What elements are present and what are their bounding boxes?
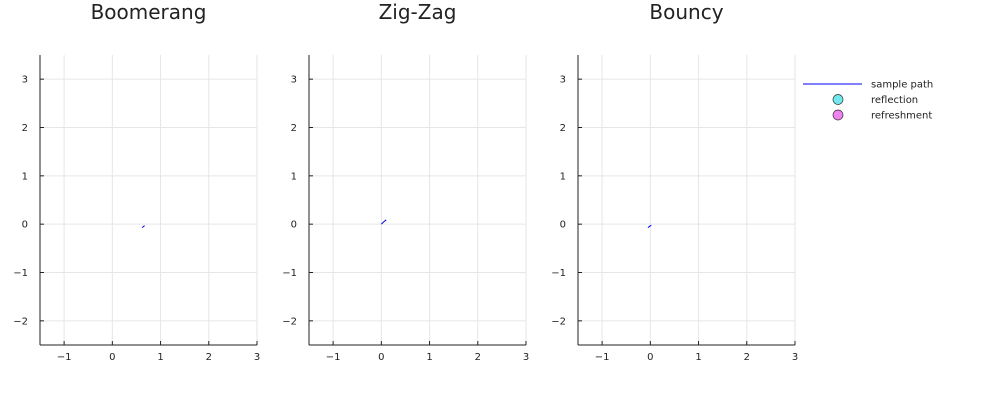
- x-tick-label: −1: [595, 352, 610, 363]
- panel-zig-zag: Zig-Zag −1 0 1 2 3 −2 −1 0 1 2 3: [282, 0, 529, 363]
- y-tick-label: −2: [282, 316, 297, 327]
- panels: Boomerang −1 0 1 2 3 −2 −1 0 1 2 3 Zig-Zag −1 0 1 2 3 −2 −1…: [13, 0, 798, 363]
- y-tick-label: −2: [13, 316, 28, 327]
- y-tick-label: 3: [291, 75, 297, 86]
- x-tick-label: 2: [744, 352, 750, 363]
- y-tick-label: 1: [291, 171, 297, 182]
- x-tick-label: 0: [647, 352, 653, 363]
- panel-bouncy: Bouncy −1 0 1 2 3 −2 −1 0 1 2 3: [551, 0, 798, 363]
- y-tick-label: −1: [282, 268, 297, 279]
- legend-item-sample-path: sample path: [803, 80, 933, 91]
- y-tick-label: 0: [291, 220, 297, 231]
- x-tick-label: −1: [57, 352, 72, 363]
- panel-title: Zig-Zag: [379, 0, 457, 24]
- x-tick-label: 0: [109, 352, 115, 363]
- x-tick-label: −1: [326, 352, 341, 363]
- y-tick-label: 2: [560, 123, 566, 134]
- legend-label: sample path: [871, 80, 933, 91]
- panel-boomerang: Boomerang −1 0 1 2 3 −2 −1 0 1 2 3: [13, 0, 260, 363]
- sample-path-line: [647, 224, 652, 228]
- y-tick-label: −1: [13, 268, 28, 279]
- y-tick-label: 3: [560, 75, 566, 86]
- y-tick-label: −1: [551, 268, 566, 279]
- x-tick-label: 1: [426, 352, 432, 363]
- legend-item-refreshment: refreshment: [832, 109, 932, 122]
- y-tick-label: 0: [560, 220, 566, 231]
- x-tick-label: 3: [792, 352, 798, 363]
- y-tick-label: 0: [22, 220, 28, 231]
- x-tick-label: 1: [157, 352, 163, 363]
- legend-swatch-marker: [832, 94, 844, 105]
- x-tick-label: 1: [695, 352, 701, 363]
- legend: sample path reflection refreshment: [803, 80, 933, 122]
- x-tick-label: 3: [523, 352, 529, 363]
- x-tick-label: 2: [475, 352, 481, 363]
- panel-title: Boomerang: [91, 0, 207, 24]
- y-tick-label: 3: [22, 75, 28, 86]
- y-tick-label: −2: [551, 316, 566, 327]
- y-tick-label: 2: [22, 123, 28, 134]
- x-tick-label: 0: [378, 352, 384, 363]
- y-tick-label: 1: [560, 171, 566, 182]
- y-tick-label: 2: [291, 123, 297, 134]
- legend-item-reflection: reflection: [832, 94, 918, 106]
- sample-path-line: [141, 225, 145, 228]
- panel-title: Bouncy: [649, 0, 723, 24]
- legend-swatch-marker: [832, 109, 844, 121]
- sample-path-line: [380, 219, 387, 225]
- legend-label: refreshment: [871, 111, 932, 122]
- x-tick-label: 2: [206, 352, 212, 363]
- legend-label: reflection: [871, 95, 918, 106]
- y-tick-label: 1: [22, 171, 28, 182]
- x-tick-label: 3: [254, 352, 260, 363]
